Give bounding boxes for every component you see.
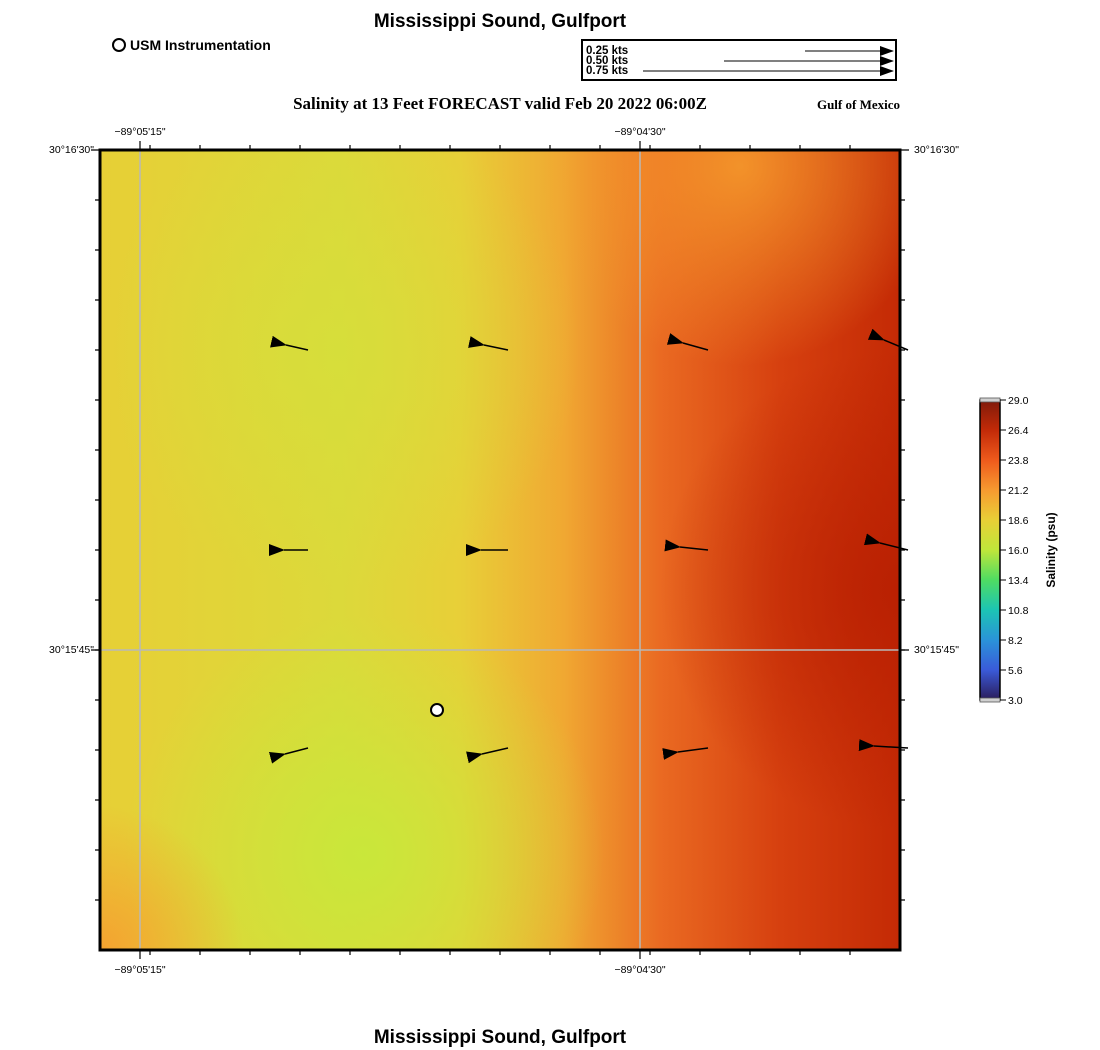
current-vector-arrow [867,328,909,351]
colorbar-tick-label: 10.8 [1008,605,1029,617]
lat-tick-left: 30°16'30" [49,144,94,156]
current-vector-arrow [270,335,309,351]
lat-tick-left: 30°15'45" [49,644,94,656]
salinity-colorbar: 29.0 26.4 23.8 21.2 18.6 16.0 13.4 10.8 … [979,395,1029,707]
map-subtitle: Salinity at 13 Feet FORECAST valid Feb 2… [293,94,707,113]
colorbar-gradient [979,399,1001,701]
colorbar-tick-label: 26.4 [1008,425,1029,437]
colorbar-tick-label: 23.8 [1008,455,1029,467]
current-vectors [268,328,909,764]
lon-tick-bottom: −89°04'30" [614,964,666,976]
colorbar-tick-label: 21.2 [1008,485,1029,497]
map-title-top: Mississippi Sound, Gulfport [373,11,627,32]
colorbar-tick-label: 16.0 [1008,545,1029,557]
current-vector-arrow [664,539,709,552]
vector-scale-label-075: 0.75 kts [586,65,629,77]
usm-legend: USM Instrumentation [112,37,271,53]
lon-tick-top: −89°04'30" [614,126,666,138]
frame-ticks [91,141,909,959]
current-vector-arrow [666,333,709,351]
vector-scale-label-025: 0.25 kts [586,45,629,57]
current-vector-arrow [466,747,509,764]
colorbar-tick-label: 29.0 [1008,395,1029,407]
lat-tick-right: 30°15'45" [914,644,959,656]
instrument-marker-icon [112,38,126,52]
colorbar-title: Salinity (psu) [1044,512,1058,588]
lat-tick-right: 30°16'30" [914,144,959,156]
vector-scale-arrows [643,46,894,76]
vector-scale-legend: 0.25 kts 0.50 kts 0.75 kts [581,39,897,81]
lon-tick-top: −89°05'15" [114,126,166,138]
map-gridlines [100,150,900,950]
lon-tick-bottom: −89°05'15" [114,964,166,976]
current-vector-arrow [863,533,909,551]
usm-instrument-marker [430,703,444,717]
colorbar-tick-label: 8.2 [1008,635,1023,647]
region-label: Gulf of Mexico [816,97,900,112]
vector-scale-label-050: 0.50 kts [586,55,629,67]
salinity-map [91,141,909,959]
map-title-bottom: Mississippi Sound, Gulfport [373,1027,627,1048]
colorbar-tick-label: 5.6 [1008,665,1023,677]
colorbar-tick-label: 13.4 [1008,575,1029,587]
current-vector-arrow [468,336,509,351]
usm-legend-label: USM Instrumentation [130,37,271,53]
current-vector-arrow [662,747,709,760]
colorbar-tick-label: 3.0 [1008,695,1023,707]
colorbar-tick-label: 18.6 [1008,515,1029,527]
current-vector-arrow [268,747,309,764]
current-vector-arrow [858,739,909,752]
